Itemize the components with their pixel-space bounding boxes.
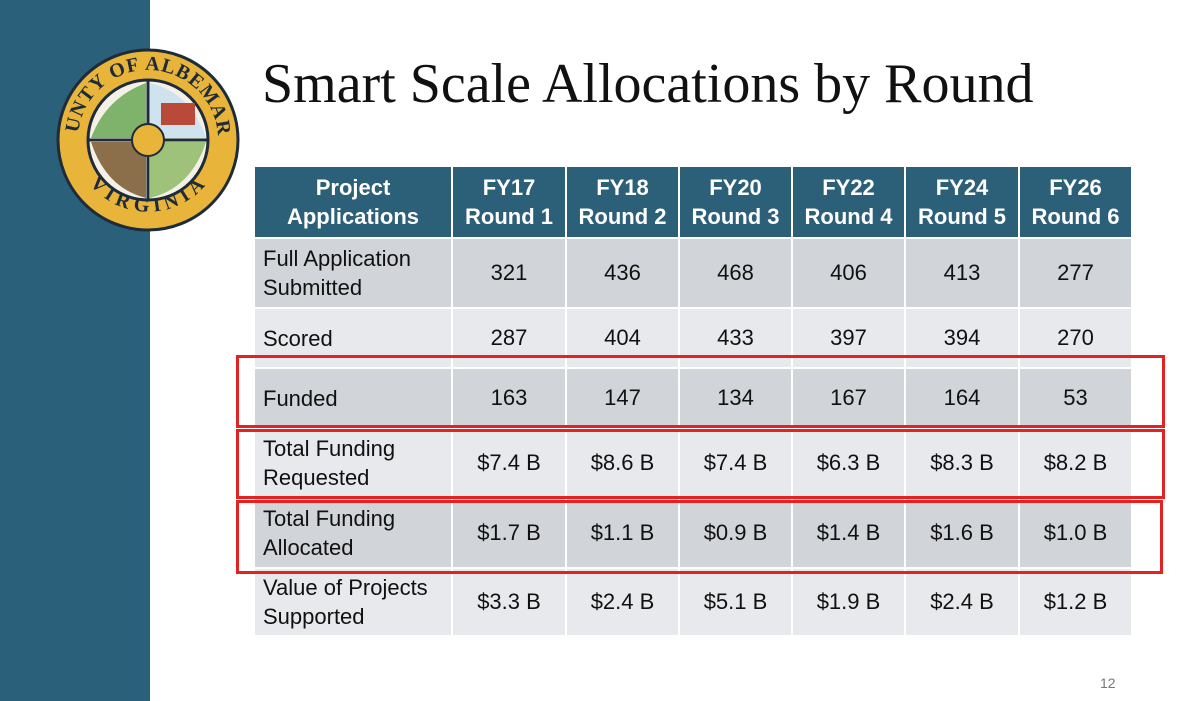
table-cell: 287 bbox=[451, 307, 567, 369]
table-cell: 413 bbox=[904, 237, 1020, 309]
table-cell: 134 bbox=[678, 367, 793, 429]
county-seal: COUNTY OF ALBEMARLE VIRGINIA bbox=[56, 48, 240, 232]
table-cell: 147 bbox=[565, 367, 680, 429]
table-cell: $7.4 B bbox=[451, 427, 567, 499]
table-row: Total Funding Allocated $1.7 B $1.1 B $0.9 … bbox=[253, 497, 1133, 569]
table-cell: Project Applications bbox=[253, 165, 453, 239]
table-row: Full Application Submitted 321 436 468 406 41… bbox=[253, 237, 1133, 309]
table-cell: 53 bbox=[1018, 367, 1133, 429]
table-cell: FY17 Round 1 bbox=[451, 165, 567, 239]
table-cell: Total Funding Allocated bbox=[253, 497, 453, 569]
table-cell: 436 bbox=[565, 237, 680, 309]
page-number: 12 bbox=[1100, 675, 1116, 691]
table-row: Scored 287 404 433 397 394 270 bbox=[253, 307, 1133, 369]
table-row: Funded 163 147 134 167 164 53 bbox=[253, 367, 1133, 429]
table-cell: 321 bbox=[451, 237, 567, 309]
table-cell: $1.7 B bbox=[451, 497, 567, 569]
seal-scales bbox=[131, 123, 165, 157]
table-cell: $1.1 B bbox=[565, 497, 680, 569]
table-cell: $2.4 B bbox=[904, 567, 1020, 637]
table-cell: $0.9 B bbox=[678, 497, 793, 569]
table-cell: $1.0 B bbox=[1018, 497, 1133, 569]
highlight-box bbox=[236, 429, 1165, 499]
table-cell: 277 bbox=[1018, 237, 1133, 309]
table-cell: Funded bbox=[253, 367, 453, 429]
table-cell: Scored bbox=[253, 307, 453, 369]
table-cell: FY20 Round 3 bbox=[678, 165, 793, 239]
seal-quadrant bbox=[91, 142, 146, 198]
table-cell: FY18 Round 2 bbox=[565, 165, 680, 239]
table-cell: 406 bbox=[791, 237, 906, 309]
seal-quadrant bbox=[91, 83, 146, 138]
table-cell: $1.4 B bbox=[791, 497, 906, 569]
table-cell: $7.4 B bbox=[678, 427, 793, 499]
table-row: Value of Projects Supported $3.3 B $2.4 B $… bbox=[253, 567, 1133, 637]
table-row: Project Applications FY17 Round 1 FY18 Rou… bbox=[253, 165, 1133, 239]
table-cell: 167 bbox=[791, 367, 906, 429]
table-cell: 404 bbox=[565, 307, 680, 369]
table-cell: 397 bbox=[791, 307, 906, 369]
table-cell: $8.6 B bbox=[565, 427, 680, 499]
highlight-box bbox=[236, 355, 1165, 428]
slide-title: Smart Scale Allocations by Round bbox=[262, 53, 1034, 115]
table-cell: $2.4 B bbox=[565, 567, 680, 637]
highlight-box bbox=[236, 500, 1163, 574]
table-cell: 163 bbox=[451, 367, 567, 429]
table-cell: 433 bbox=[678, 307, 793, 369]
table-cell: $5.1 B bbox=[678, 567, 793, 637]
seal-building bbox=[161, 103, 195, 125]
table-cell: $3.3 B bbox=[451, 567, 567, 637]
table-cell: 394 bbox=[904, 307, 1020, 369]
table-cell: 270 bbox=[1018, 307, 1133, 369]
table-cell: FY22 Round 4 bbox=[791, 165, 906, 239]
table-cell: Value of Projects Supported bbox=[253, 567, 453, 637]
table-cell: FY26 Round 6 bbox=[1018, 165, 1133, 239]
table-cell: FY24 Round 5 bbox=[904, 165, 1020, 239]
seal-quadrant bbox=[150, 142, 206, 198]
table-cell: 468 bbox=[678, 237, 793, 309]
table-cell: 164 bbox=[904, 367, 1020, 429]
table-cell: $1.2 B bbox=[1018, 567, 1133, 637]
allocation-table: Project Applications FY17 Round 1 FY18 Rou… bbox=[253, 165, 1133, 637]
table-cell: $1.9 B bbox=[791, 567, 906, 637]
table-cell: $8.2 B bbox=[1018, 427, 1133, 499]
table-cell: $1.6 B bbox=[904, 497, 1020, 569]
table-cell: Full Application Submitted bbox=[253, 237, 453, 309]
